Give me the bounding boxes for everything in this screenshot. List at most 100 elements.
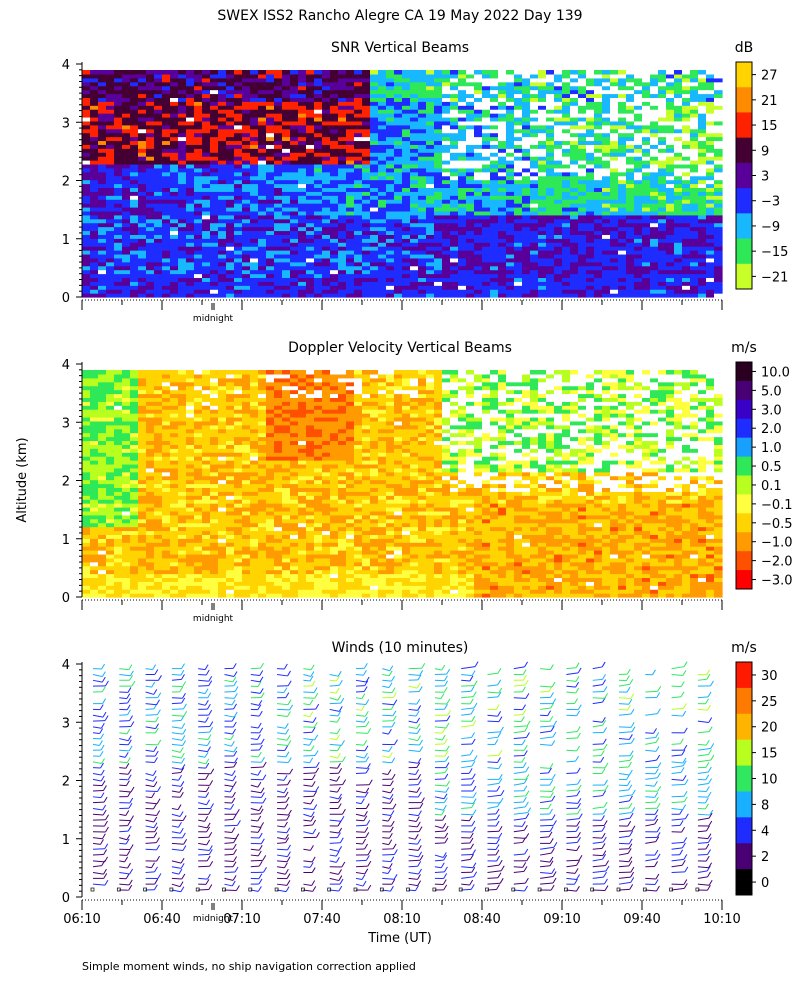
snr-cell xyxy=(482,77,491,83)
snr-cell xyxy=(450,144,459,149)
snr-cell xyxy=(306,199,315,204)
snr-cell xyxy=(530,199,539,204)
snr-cell xyxy=(666,116,675,122)
snr-cell xyxy=(594,101,603,106)
snr-cell xyxy=(298,214,307,220)
snr-cell xyxy=(610,152,619,157)
snr-cell xyxy=(114,116,123,122)
snr-cell xyxy=(602,113,611,118)
snr-cell xyxy=(490,234,499,239)
snr-cell xyxy=(90,109,99,114)
snr-cell xyxy=(690,144,699,149)
snr-cell xyxy=(162,195,171,200)
snr-cell xyxy=(218,175,227,181)
snr-cell xyxy=(658,250,667,255)
snr-cell xyxy=(514,277,523,282)
snr-cell xyxy=(266,226,275,232)
snr-cell xyxy=(618,156,627,161)
snr-cell xyxy=(274,289,283,294)
snr-cell xyxy=(218,265,227,271)
snr-cell xyxy=(610,70,619,75)
snr-cell xyxy=(602,210,611,216)
snr-panel-title: SNR Vertical Beams xyxy=(331,40,469,56)
snr-cell xyxy=(306,246,315,251)
snr-cell xyxy=(90,156,99,161)
snr-cell xyxy=(274,128,283,134)
snr-cell xyxy=(586,109,595,114)
snr-cell xyxy=(514,238,523,243)
snr-cell xyxy=(362,246,371,251)
snr-cell xyxy=(114,124,123,130)
snr-cell xyxy=(154,105,163,110)
snr-cell xyxy=(90,250,99,255)
snr-cell xyxy=(290,128,299,134)
snr-cell xyxy=(554,73,563,79)
snr-cell xyxy=(154,226,163,232)
snr-cell xyxy=(658,89,667,95)
snr-cell xyxy=(442,144,451,149)
snr-cell xyxy=(306,116,315,122)
snr-cell xyxy=(346,136,355,142)
snr-cell xyxy=(626,140,635,145)
snr-cell xyxy=(402,206,411,212)
snr-cell xyxy=(186,152,195,157)
snr-cell xyxy=(178,128,187,134)
snr-cell xyxy=(130,140,139,145)
snr-cell xyxy=(522,156,531,161)
snr-cell xyxy=(306,81,315,87)
snr-cell xyxy=(538,191,547,196)
snr-cell xyxy=(586,77,595,83)
snr-cell xyxy=(522,203,531,208)
snr-cell xyxy=(538,113,547,118)
snr-cell xyxy=(226,89,235,95)
snr-cell xyxy=(314,214,323,220)
snr-cell xyxy=(546,293,555,298)
snr-cell xyxy=(506,160,515,165)
snr-cell xyxy=(706,214,715,220)
snr-cell xyxy=(530,222,539,228)
snr-cell xyxy=(578,89,587,95)
snr-cell xyxy=(618,160,627,165)
snr-cell xyxy=(234,222,243,228)
y-tick-label: 4 xyxy=(62,58,70,73)
snr-cell xyxy=(146,222,155,228)
snr-cell xyxy=(434,175,443,181)
snr-cell xyxy=(706,171,715,177)
snr-cell xyxy=(618,187,627,192)
doppler-cell xyxy=(98,550,107,555)
snr-cell xyxy=(154,156,163,161)
snr-cell xyxy=(570,230,579,235)
snr-cell xyxy=(122,195,131,200)
snr-cell xyxy=(650,261,659,267)
doppler-cell xyxy=(82,553,91,559)
snr-cell xyxy=(258,163,267,169)
snr-cell xyxy=(666,156,675,161)
snr-cell xyxy=(586,136,595,142)
snr-cell xyxy=(602,281,611,286)
snr-cell xyxy=(370,261,379,267)
snr-cell xyxy=(530,187,539,192)
snr-cell xyxy=(498,203,507,208)
snr-cell xyxy=(506,70,515,75)
snr-cell xyxy=(714,230,723,235)
snr-cell xyxy=(714,93,723,98)
snr-cell xyxy=(122,120,131,126)
snr-cell xyxy=(226,234,235,239)
snr-cell xyxy=(210,140,219,145)
doppler-cell xyxy=(98,487,107,492)
snr-cell xyxy=(442,218,451,224)
snr-cell xyxy=(146,89,155,95)
doppler-cell xyxy=(90,432,99,438)
snr-cell xyxy=(106,81,115,87)
snr-cell xyxy=(514,167,523,173)
snr-cell xyxy=(554,124,563,130)
snr-cell xyxy=(322,195,331,200)
snr-cell xyxy=(146,257,155,263)
snr-cell xyxy=(266,167,275,173)
snr-cell xyxy=(618,101,627,106)
snr-cell xyxy=(242,124,251,130)
snr-cell xyxy=(522,171,531,177)
snr-cell xyxy=(130,97,139,102)
snr-cell xyxy=(210,230,219,235)
snr-cell xyxy=(98,261,107,267)
